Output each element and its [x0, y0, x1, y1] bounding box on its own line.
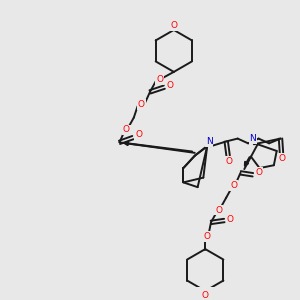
Text: O: O [255, 168, 262, 177]
Text: O: O [215, 206, 222, 214]
Text: O: O [167, 81, 173, 90]
Text: O: O [138, 100, 145, 109]
Text: O: O [230, 181, 237, 190]
Text: N: N [250, 134, 256, 143]
Text: O: O [156, 75, 163, 84]
Text: O: O [170, 21, 177, 30]
Text: O: O [135, 130, 142, 139]
Text: O: O [123, 125, 130, 134]
Text: O: O [226, 157, 232, 166]
Text: O: O [226, 215, 233, 224]
Text: O: O [204, 232, 211, 241]
Text: O: O [279, 154, 286, 163]
Text: N: N [206, 137, 212, 146]
Text: O: O [202, 291, 209, 300]
